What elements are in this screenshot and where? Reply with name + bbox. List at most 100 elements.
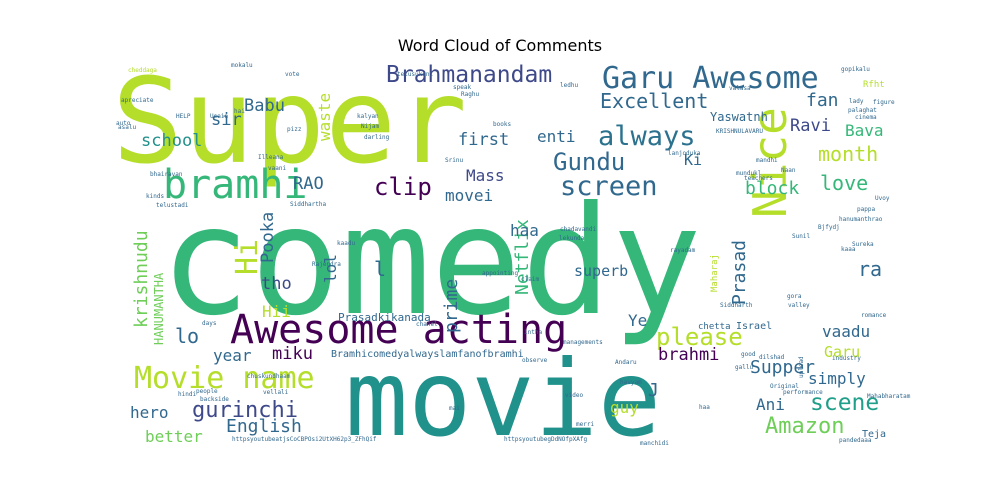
- word-haa: haa: [510, 221, 539, 240]
- word-manchidi: manchidi: [640, 440, 669, 447]
- word-siddhartha: Siddhartha: [290, 201, 327, 208]
- word-days: days: [202, 320, 217, 327]
- word-kalyan: kalyan: [357, 113, 379, 120]
- word-upload: upload: [798, 356, 805, 378]
- word-gurinchi: gurinchi: [192, 398, 298, 423]
- word-raghu: Raghu: [461, 91, 479, 98]
- word-awesome-acting: Awesome acting: [230, 307, 567, 353]
- word-havyam: havyam: [620, 379, 642, 386]
- word-mandhi: mandhi: [756, 157, 778, 164]
- word-ravi: Ravi: [790, 116, 831, 136]
- word-l: l: [374, 257, 386, 281]
- word-gallu: gallu: [735, 364, 753, 371]
- word-video: video: [565, 392, 583, 399]
- word-gundu: Gundu: [553, 148, 625, 176]
- word-block: block: [745, 178, 799, 199]
- word-usain: Usain: [210, 113, 228, 120]
- word-mokalu: mokalu: [231, 62, 253, 69]
- word-pandedaaa: pandedaaa: [839, 437, 872, 444]
- word-chetta: chetta: [698, 322, 731, 332]
- word-mundukl: mundukl: [736, 170, 762, 177]
- word-hai: hai: [234, 108, 245, 115]
- word-people: people: [196, 388, 218, 395]
- word-j: J: [648, 380, 659, 401]
- word-garu-awesome: Garu Awesome: [602, 61, 819, 96]
- word-observe: observe: [522, 357, 548, 364]
- word-netflix: Netflix: [512, 219, 533, 295]
- word-nijam: Nijam: [361, 123, 379, 130]
- word-prasad: Prasad: [729, 240, 750, 305]
- word-kaaa: kaaa: [841, 246, 856, 253]
- word-always: always: [598, 121, 696, 152]
- word-first: first: [458, 130, 509, 150]
- word-babu: Babu: [244, 96, 285, 116]
- word-comedy: comedy: [160, 175, 702, 349]
- word-srinu: Srinu: [445, 157, 463, 164]
- word-sureka: Sureka: [852, 241, 874, 248]
- word-year: year: [213, 346, 252, 365]
- word-superb: superb: [574, 262, 628, 280]
- word-vaadu: vaadu: [822, 322, 870, 341]
- word-gora: gora: [787, 293, 802, 300]
- word-teja: Teja: [862, 429, 886, 440]
- word-guy: guy: [610, 398, 639, 417]
- word-please: please: [656, 323, 743, 351]
- word-andaru: Andaru: [615, 359, 637, 366]
- word-prasadkikanada: Prasadkikanada: [338, 311, 431, 324]
- word-chuskundhaam: chuskundhaam: [247, 373, 291, 380]
- word-maharaj: Maharaj: [710, 254, 720, 292]
- word-uvoy: Uvoy: [875, 195, 890, 202]
- word-pappa: pappa: [857, 206, 875, 213]
- word-brahmi: brahmi: [658, 345, 719, 365]
- word-kaadu: kaadu: [337, 240, 355, 247]
- word-speak: speak: [453, 84, 471, 91]
- word-movie-name: Movie name: [134, 361, 315, 396]
- word-krishnudu: krishnudu: [131, 230, 152, 328]
- word-nice: Nice: [743, 107, 797, 218]
- word-vaani: vaani: [268, 165, 286, 172]
- word-rfht: Rfht: [863, 80, 885, 90]
- word-ra: ra: [858, 257, 882, 281]
- word-valasa: valasa: [729, 85, 751, 92]
- word-scene: scene: [810, 390, 879, 416]
- word-siddharth: Siddharth: [720, 302, 753, 309]
- word-lol: lol: [321, 254, 340, 283]
- word-mass: Mass: [466, 166, 505, 185]
- word-haa: haa: [699, 404, 710, 411]
- word-yaswatnh: Yaswatnh: [710, 110, 768, 124]
- word-waste: waste: [315, 93, 334, 141]
- word-chanel: chanel: [416, 321, 438, 328]
- word-appointing: appointing: [482, 270, 519, 277]
- word-ledhu: ledhu: [560, 82, 578, 89]
- word-krishnulavaru: KRISHNULAVARU: [716, 128, 763, 135]
- word-original: Original: [770, 383, 799, 390]
- word-valley: valley: [788, 302, 810, 309]
- word-enti: enti: [537, 127, 576, 146]
- word-httpsyoutubeatjscocbposi2utxh62p3-zfhqif: httpsyoutubeatjsCoCBPOsi2UtXH62p3_ZFhQif: [232, 436, 377, 443]
- word-merri: merri: [576, 421, 594, 428]
- word-pooka: Pooka: [258, 212, 278, 263]
- word-movei: movei: [445, 186, 493, 205]
- word-backside: backside: [200, 396, 229, 403]
- word-month: month: [818, 142, 878, 166]
- word-apreciate: apreciate: [121, 97, 154, 104]
- word-excellent: Excellent: [600, 89, 708, 113]
- word-romance: romance: [861, 312, 887, 319]
- word-pizz: pizz: [287, 126, 302, 133]
- word-movie: movie: [345, 338, 661, 460]
- word-hero: hero: [130, 403, 169, 422]
- word-better: better: [145, 427, 203, 446]
- word-fan: fan: [806, 90, 839, 111]
- word-gopikalu: gopikalu: [841, 66, 870, 73]
- word-english: English: [226, 416, 302, 437]
- word-good: good: [741, 351, 756, 358]
- word-dilshad: dilshad: [759, 354, 785, 361]
- word-telusukoni: telusukoni: [397, 71, 434, 78]
- word-ye: Ye: [628, 311, 647, 330]
- word-prime: prime: [441, 279, 462, 333]
- word-naan: Naan: [781, 167, 796, 174]
- word-cinema: cinema: [855, 114, 877, 121]
- word-performance: performance: [783, 389, 823, 396]
- word-vellali: vellali: [263, 389, 289, 396]
- word-mahabharatam: Mahabharatam: [867, 393, 911, 400]
